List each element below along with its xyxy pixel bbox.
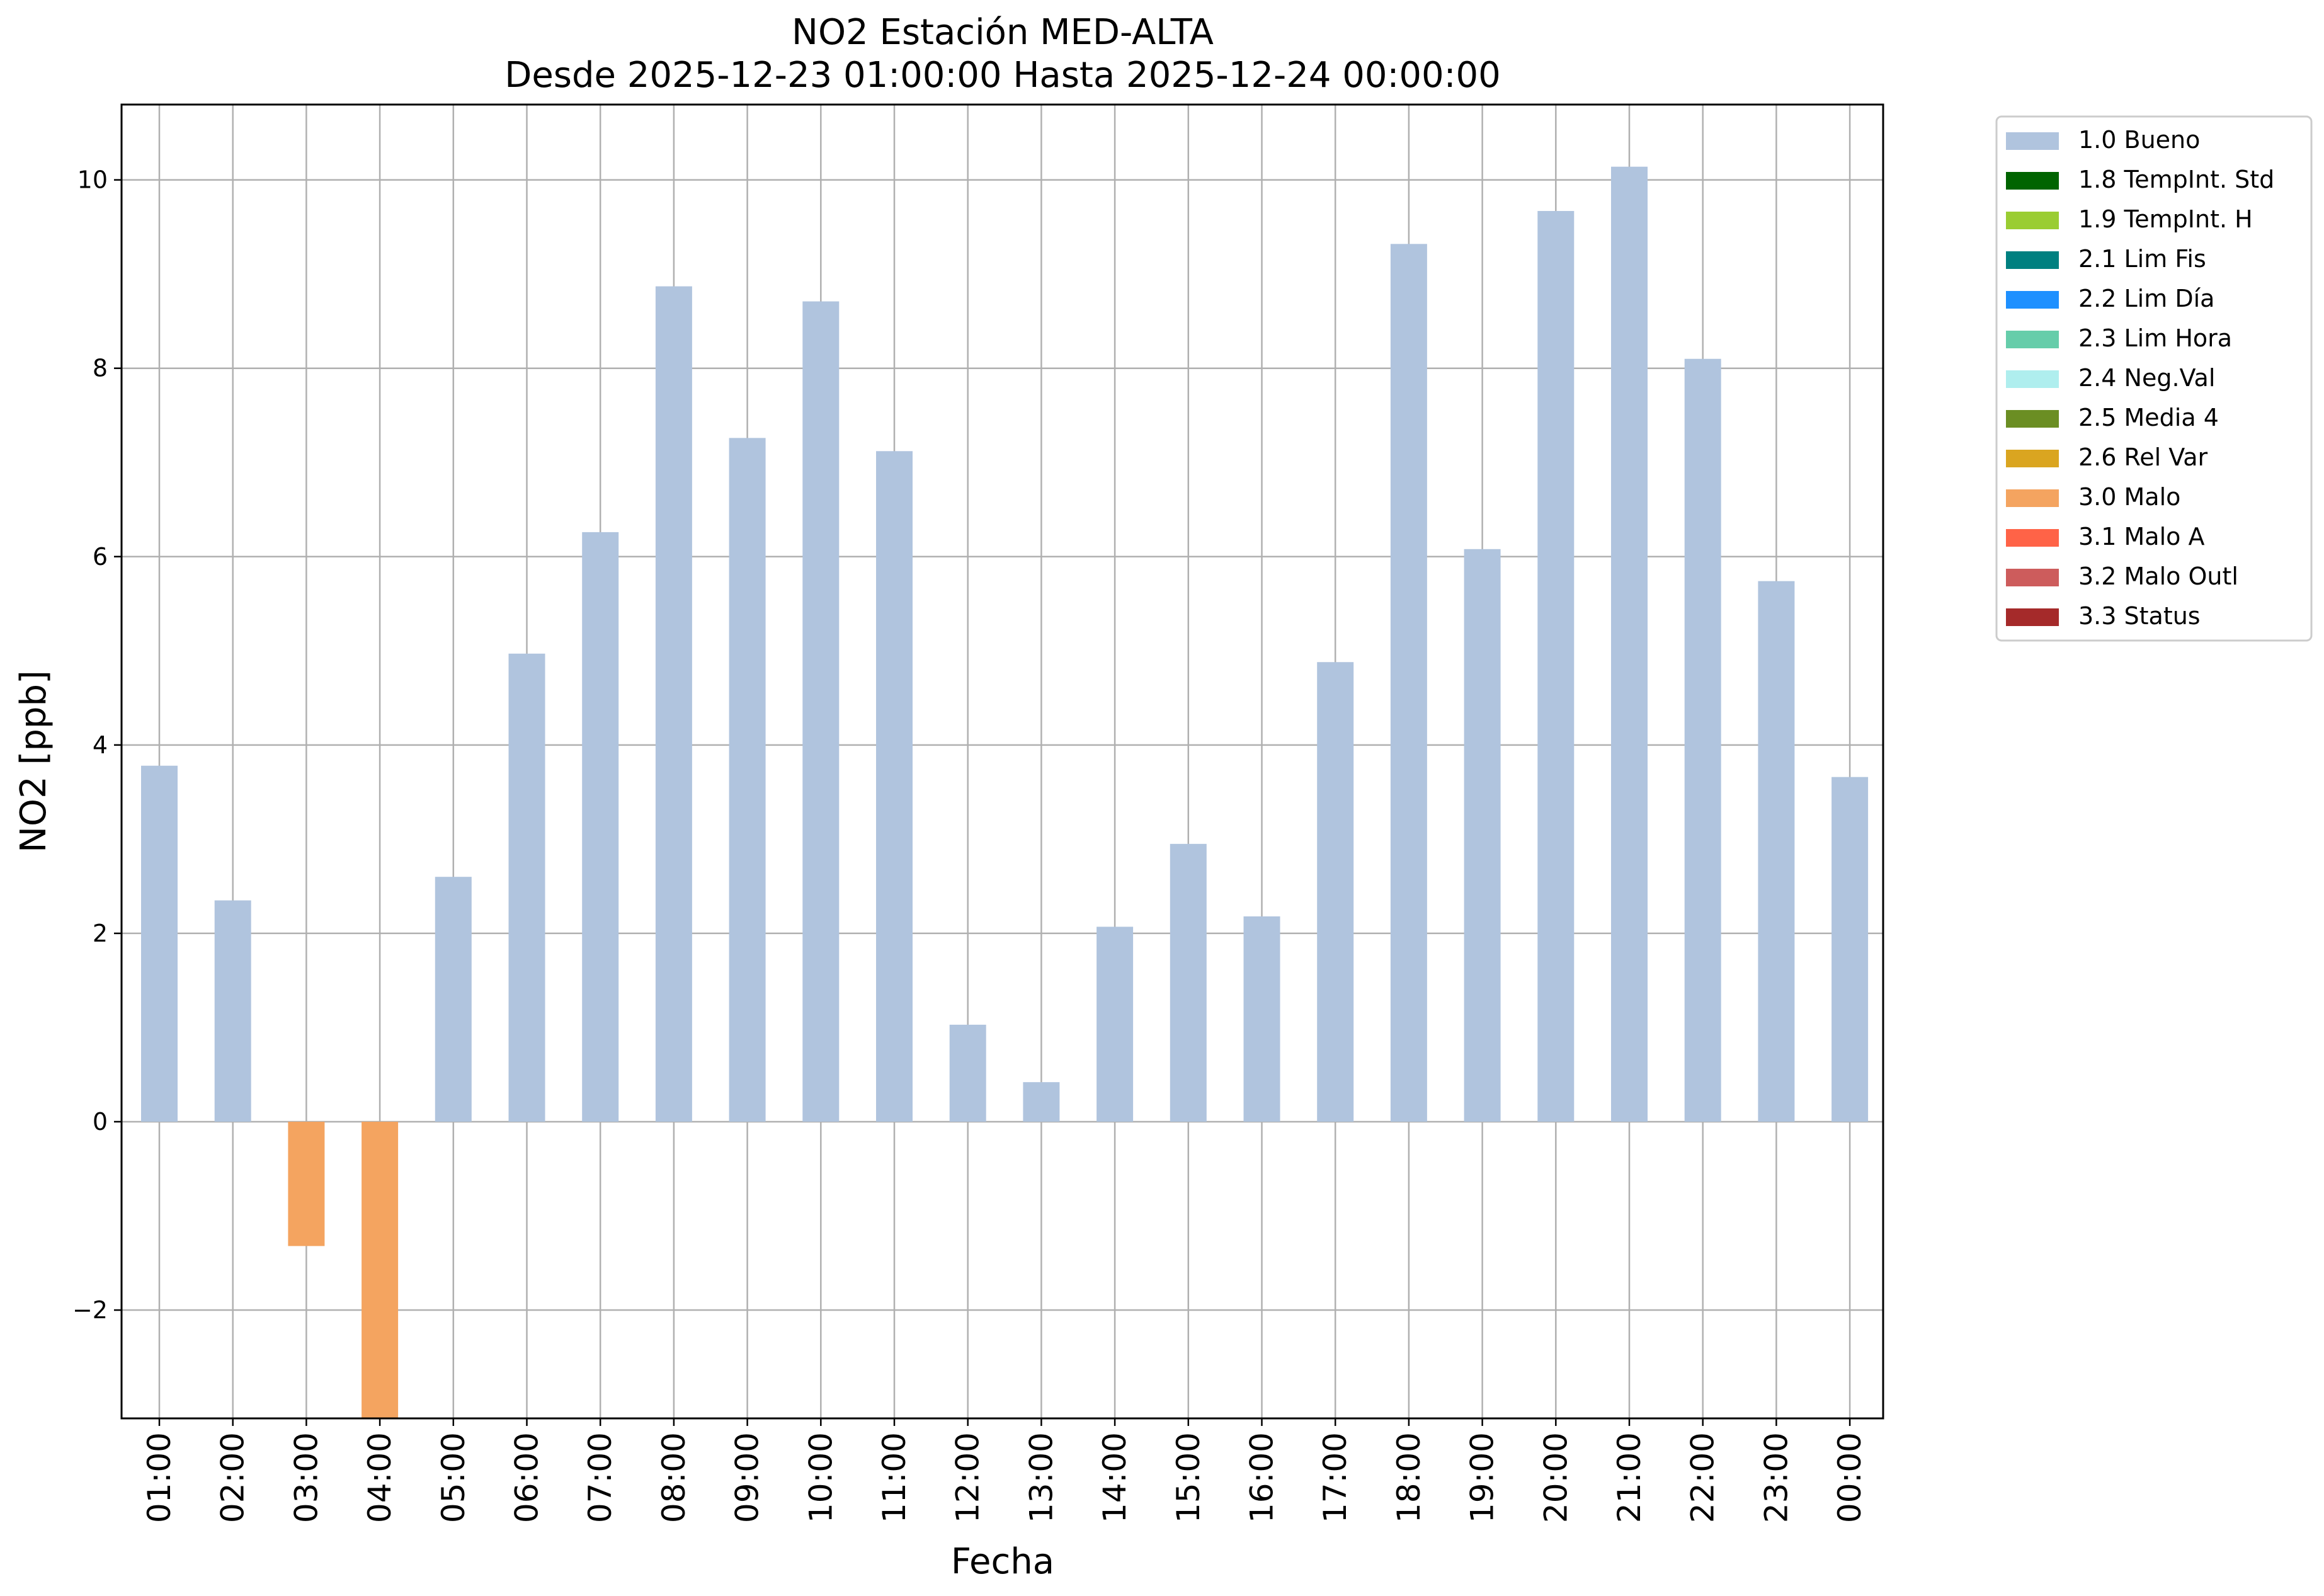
legend-swatch — [2006, 212, 2059, 229]
x-tick-label: 21:00 — [1611, 1432, 1648, 1523]
x-tick-label: 14:00 — [1096, 1432, 1133, 1523]
legend-label: 1.9 TempInt. H — [2078, 205, 2253, 233]
y-tick-label: −2 — [72, 1296, 108, 1324]
legend: 1.0 Bueno 1.8 TempInt. Std 1.9 TempInt. H 2… — [1995, 115, 2313, 642]
x-tick-label: 11:00 — [876, 1432, 913, 1523]
legend-box — [1995, 115, 2313, 642]
y-tick-label: 10 — [77, 166, 108, 194]
legend-label: 3.0 Malo — [2078, 483, 2180, 511]
bar-1500 — [1170, 843, 1207, 1122]
legend-swatch — [2006, 450, 2059, 467]
x-tick-label: 20:00 — [1537, 1432, 1574, 1523]
x-tick-label: 05:00 — [435, 1432, 472, 1523]
y-tick-label: 6 — [93, 543, 108, 571]
y-axis-ticks: −2 0 2 4 6 8 10 — [72, 166, 122, 1324]
bar-1400 — [1096, 926, 1134, 1122]
x-tick-label: 17:00 — [1317, 1432, 1353, 1523]
plot-frame — [120, 103, 1884, 1420]
x-tick-label: 18:00 — [1391, 1432, 1427, 1523]
legend-label: 3.2 Malo Outl — [2078, 562, 2238, 590]
bar-2100 — [1611, 166, 1648, 1122]
legend-swatch — [2006, 132, 2059, 150]
y-tick-label: 8 — [93, 355, 108, 382]
x-tick-label: 00:00 — [1831, 1432, 1868, 1523]
legend-swatch — [2006, 489, 2059, 507]
legend-label: 3.1 Malo A — [2078, 523, 2204, 550]
bar-0000 — [1831, 777, 1869, 1122]
bar-0800 — [655, 286, 692, 1122]
legend-swatch — [2006, 370, 2059, 388]
x-tick-label: 10:00 — [802, 1432, 839, 1523]
bar-0400 — [362, 1121, 399, 1418]
x-axis-ticks: 01:00 02:00 03:00 04:00 05:00 06:00 07:00 08:00… — [141, 1418, 1868, 1523]
bar-1300 — [1023, 1082, 1060, 1122]
x-tick-label: 22:00 — [1685, 1432, 1721, 1523]
x-tick-label: 15:00 — [1170, 1432, 1207, 1523]
legend-label: 3.3 Status — [2078, 602, 2201, 630]
legend-swatch — [2006, 172, 2059, 190]
x-tick-label: 23:00 — [1758, 1432, 1794, 1523]
y-tick-label: 2 — [93, 920, 108, 947]
legend-swatch — [2006, 529, 2059, 547]
bar-1000 — [802, 301, 840, 1122]
legend-swatch — [2006, 331, 2059, 348]
legend-swatch — [2006, 291, 2059, 309]
bar-1600 — [1243, 916, 1280, 1122]
chart-subtitle: Desde 2025-12-23 01:00:00 Hasta 2025-12-… — [504, 55, 1501, 96]
y-axis-label: NO2 [ppb] — [13, 670, 54, 853]
bar-1700 — [1317, 662, 1354, 1122]
legend-label: 1.8 TempInt. Std — [2078, 166, 2274, 193]
x-tick-label: 03:00 — [288, 1432, 324, 1523]
x-tick-label: 13:00 — [1023, 1432, 1059, 1523]
bar-0600 — [508, 653, 545, 1122]
x-tick-label: 12:00 — [950, 1432, 986, 1523]
x-tick-label: 06:00 — [509, 1432, 545, 1523]
x-tick-label: 07:00 — [582, 1432, 618, 1523]
x-axis-label: Fecha — [951, 1541, 1054, 1582]
bar-1200 — [949, 1024, 986, 1122]
bar-0300 — [288, 1121, 325, 1246]
x-tick-label: 09:00 — [729, 1432, 766, 1523]
y-tick-label: 4 — [93, 731, 108, 759]
x-tick-label: 02:00 — [215, 1432, 251, 1523]
x-tick-label: 16:00 — [1244, 1432, 1280, 1523]
legend-swatch — [2006, 251, 2059, 269]
legend-swatch — [2006, 608, 2059, 626]
chart-title: NO2 Estación MED-ALTA — [792, 12, 1214, 53]
bar-0500 — [435, 877, 472, 1122]
legend-label: 2.6 Rel Var — [2078, 443, 2208, 471]
y-tick-label: 0 — [93, 1108, 108, 1136]
bar-1100 — [876, 451, 913, 1122]
legend-label: 2.2 Lim Día — [2078, 285, 2214, 312]
legend-swatch — [2006, 569, 2059, 586]
bar-0700 — [582, 532, 619, 1122]
legend-label: 2.1 Lim Fis — [2078, 245, 2206, 273]
x-tick-label: 19:00 — [1464, 1432, 1501, 1523]
legend-label: 2.4 Neg.Val — [2078, 364, 2215, 392]
legend-label: 1.0 Bueno — [2078, 126, 2200, 154]
x-tick-label: 01:00 — [141, 1432, 178, 1523]
bar-1800 — [1390, 244, 1427, 1122]
bar-0900 — [729, 438, 766, 1122]
bar-2300 — [1758, 581, 1795, 1122]
x-tick-label: 04:00 — [362, 1432, 398, 1523]
legend-swatch — [2006, 410, 2059, 428]
bar-1900 — [1464, 549, 1501, 1122]
bars — [141, 166, 1869, 1418]
legend-label: 2.5 Media 4 — [2078, 404, 2219, 431]
bar-2200 — [1684, 358, 1721, 1122]
bar-0200 — [214, 900, 251, 1122]
bar-2000 — [1537, 210, 1575, 1122]
x-tick-label: 08:00 — [656, 1432, 692, 1523]
bar-0100 — [141, 765, 178, 1122]
legend-label: 2.3 Lim Hora — [2078, 324, 2232, 352]
